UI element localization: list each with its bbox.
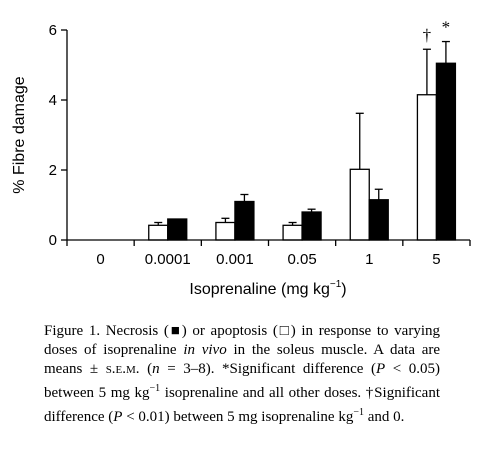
error-bars-layer: [154, 40, 450, 226]
caption-sup: −1: [149, 383, 161, 394]
y-ticks-layer: 0 2 4 6: [49, 22, 67, 249]
x-tick-label: 0.001: [216, 251, 254, 268]
caption-part: ) in response to varying doses of isopre…: [44, 323, 440, 358]
x-tick-label: 0.05: [287, 251, 316, 268]
necrosis-symbol: ■: [168, 323, 182, 339]
caption-italic: P: [375, 361, 386, 377]
caption-italic: P: [113, 409, 123, 425]
caption-part: (: [139, 361, 153, 377]
x-axis-title: Isoprenaline (mg kg−1): [189, 279, 346, 298]
y-axis-title: % Fibre damage: [11, 76, 28, 193]
x-tick-label: 0: [96, 251, 104, 268]
necrosis-bar: [234, 200, 255, 241]
apoptosis-bar: [215, 221, 236, 241]
caption-italic: in vivo: [183, 342, 227, 358]
significance-marker: †: [423, 25, 432, 44]
apoptosis-bar: [282, 224, 303, 241]
caption-part: ) or apoptosis (: [181, 323, 278, 339]
significance-marker: *: [442, 18, 451, 37]
caption-part: and 0.: [363, 409, 405, 425]
caption-part: in the soleus muscle. A data are means ±: [44, 342, 441, 377]
apoptosis-bar: [416, 94, 438, 241]
necrosis-bar: [435, 62, 457, 241]
y-tick-label: 6: [49, 22, 57, 39]
caption-part: < 0.01) between 5 mg isoprenaline kg: [122, 409, 354, 425]
bars-layer: [148, 62, 457, 241]
figure-caption: Figure 1. Necrosis (■) or apoptosis (□) …: [44, 322, 440, 427]
y-tick-label: 4: [49, 92, 57, 109]
caption-part: < 0.05) between 5 mg kg: [44, 361, 440, 401]
x-tick-label: 0.0001: [145, 251, 191, 268]
y-tick-label: 2: [49, 162, 57, 179]
apoptosis-symbol: □: [277, 323, 291, 339]
x-tick-label: 1: [365, 251, 373, 268]
x-axis-title-sup: −1: [330, 279, 342, 290]
necrosis-bar: [368, 199, 389, 241]
x-ticks-layer: 0 0.0001 0.001 0.05 1 5: [66, 240, 471, 268]
caption-part: Figure 1. Necrosis (: [44, 323, 169, 339]
apoptosis-bar: [349, 168, 370, 241]
caption-smallcaps: s.e.m.: [105, 361, 140, 377]
x-tick-label: 5: [432, 251, 440, 268]
x-axis-title-end: ): [341, 281, 346, 298]
apoptosis-bar: [148, 224, 169, 241]
necrosis-bar: [301, 211, 322, 241]
caption-italic: n: [152, 361, 160, 377]
caption-part: = 3–8). *Significant difference (: [159, 361, 376, 377]
y-tick-label: 0: [49, 232, 57, 249]
caption-part: isoprenaline and all other doses. †Signi…: [44, 385, 441, 425]
necrosis-bar: [167, 218, 188, 241]
significance-markers-layer: † *: [423, 18, 451, 45]
x-axis-title-main: Isoprenaline (mg kg: [189, 281, 330, 298]
caption-sup: −1: [353, 407, 364, 418]
axes-layer: [66, 30, 470, 241]
caption-text: Figure 1. Necrosis (■) or apoptosis (□) …: [44, 322, 440, 427]
